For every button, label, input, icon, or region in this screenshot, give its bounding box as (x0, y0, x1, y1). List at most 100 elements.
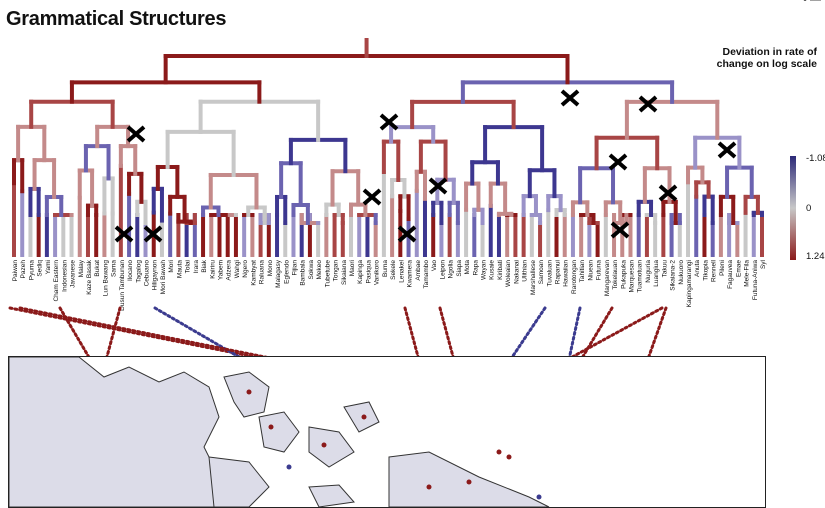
language-label: Mota (464, 260, 471, 275)
language-label: Niuean (587, 260, 594, 281)
landmass (308, 484, 355, 507)
language-label: Rapa (472, 260, 479, 276)
language-label: Tongan (333, 260, 340, 282)
language-label: Pukapuka (620, 260, 627, 289)
language-label: Ulithian (522, 260, 529, 282)
language-label: Nuguria (645, 260, 652, 283)
language-label: Rapanui (555, 260, 562, 284)
map-svg (9, 357, 550, 507)
language-label: Woleaian (505, 260, 512, 287)
language-label: Futuna (596, 260, 603, 281)
landmass (223, 371, 270, 418)
language-location-dot (246, 389, 252, 395)
map-panel (8, 356, 766, 508)
language-label: Lun Bawang (102, 260, 109, 297)
language-label: Ambae (415, 260, 422, 281)
cross-marker (638, 95, 658, 113)
language-label: Kusaie (489, 260, 496, 280)
language-label: Sediq (37, 260, 44, 277)
language-label: Marshallese (530, 260, 537, 295)
language-label: Sokwa (308, 260, 315, 280)
language-label: Kapingamarangi (686, 260, 693, 307)
language-label: Indonesian (61, 260, 68, 292)
legend-title-line2: change on log scale (716, 58, 817, 70)
legend-title: Deviation in rate of change on log scale (717, 46, 817, 70)
language-label: Leipon (439, 260, 446, 280)
language-label: Kambyat (250, 260, 257, 286)
language-label: Rennell (711, 259, 718, 282)
language-label: Tolai (185, 260, 192, 273)
language-label: Kapinga (357, 260, 364, 284)
language-label: Sekele (390, 260, 397, 280)
language-label: Kaze Basak (86, 259, 93, 294)
landmass (208, 456, 270, 507)
cross-marker (610, 221, 630, 239)
language-label: Vanikoro (374, 260, 381, 286)
cross-marker (379, 113, 399, 131)
cross-marker (717, 141, 737, 159)
language-label: Dusun Tambunan (119, 260, 126, 311)
language-label: Cebuano (144, 260, 151, 287)
language-label: Mele-Fila (744, 260, 751, 287)
legend-color-bar (790, 156, 796, 260)
language-label: Fijian (291, 260, 298, 276)
language-label: Lenakel (398, 259, 405, 282)
language-label: Pasiqua (365, 260, 372, 284)
language-label: Adzera (226, 260, 233, 281)
landmass (258, 411, 300, 453)
language-label: Tubetube (324, 260, 331, 288)
cross-marker (114, 225, 134, 243)
language-label: Buma (382, 260, 389, 277)
legend-tick-mid: 0 (806, 203, 812, 214)
language-label: Tahitian (579, 260, 586, 283)
cross-marker (397, 225, 417, 243)
language-location-dot (321, 442, 327, 448)
language-label: Hiligaynon (152, 260, 159, 291)
language-label: Biak (201, 259, 208, 272)
language-label: Pileni (719, 260, 726, 276)
landmass (308, 426, 355, 468)
language-label: Mori Bawah (160, 260, 167, 295)
language-label: Yami (45, 260, 52, 274)
cross-marker (143, 225, 163, 243)
language-label: Eglendo (283, 260, 290, 284)
cross-marker (560, 89, 580, 107)
language-label: Bambala (300, 260, 307, 286)
language-location-dot (268, 424, 274, 430)
language-label: Bukat (94, 260, 101, 277)
legend-tick-low: 1.24 (806, 251, 825, 262)
language-label: Wayan (481, 260, 488, 280)
language-label: Raluana (259, 260, 266, 285)
cross-marker (608, 153, 628, 171)
language-label: Anuta (694, 260, 701, 277)
language-label: Yabem (217, 260, 224, 280)
language-location-dot (466, 479, 472, 485)
cross-marker (362, 188, 382, 206)
language-label: Kiribati (497, 260, 504, 280)
language-label: Mekeo (316, 260, 323, 280)
language-label: Nakanai (513, 260, 520, 284)
language-label: Mori (168, 260, 175, 273)
language-location-dot (506, 454, 512, 460)
corner-mark: • — (803, 0, 821, 6)
language-label: Futuna-Aniwa (752, 260, 759, 300)
language-label: Vao (431, 260, 438, 271)
language-label: Irara (193, 260, 200, 274)
language-label: Ilocano (127, 260, 134, 281)
language-label: Maori (349, 260, 356, 276)
language-label: Siapa (456, 260, 463, 277)
language-label: Wahgi (234, 260, 241, 278)
language-label: Fagauvea (727, 260, 734, 289)
language-label: Hawaiian (563, 260, 570, 287)
language-label: Malay (78, 259, 85, 277)
language-location-dot (286, 464, 292, 470)
language-label: Mono (267, 260, 274, 277)
language-location-dot (426, 484, 432, 490)
language-label: Emae (735, 260, 742, 277)
language-label: Marquesan (628, 260, 635, 293)
language-label: Tamambo (423, 260, 430, 289)
language-label: Rarotongan (571, 260, 578, 294)
language-label: Cham Eastern (53, 260, 60, 302)
language-label: Sikaiana-2 (670, 260, 677, 291)
language-label: Paiwan (12, 260, 19, 282)
